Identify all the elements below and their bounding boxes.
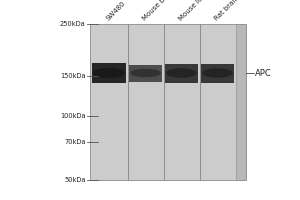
Bar xyxy=(165,64,198,82)
Text: APC: APC xyxy=(255,68,272,77)
Bar xyxy=(200,24,236,180)
Text: 50kDa: 50kDa xyxy=(64,177,86,183)
Ellipse shape xyxy=(93,68,125,78)
Bar xyxy=(128,24,164,180)
Text: 70kDa: 70kDa xyxy=(64,139,86,145)
Text: Mouse brain: Mouse brain xyxy=(141,0,176,22)
Ellipse shape xyxy=(202,68,233,78)
Bar xyxy=(92,63,126,83)
Bar xyxy=(164,24,200,180)
Bar xyxy=(201,64,234,82)
Text: 150kDa: 150kDa xyxy=(60,73,85,79)
Text: SW480: SW480 xyxy=(104,0,126,22)
Text: 100kDa: 100kDa xyxy=(60,113,85,119)
Text: Mouse lung: Mouse lung xyxy=(177,0,210,22)
Bar xyxy=(90,24,246,180)
Bar xyxy=(129,64,162,82)
Text: Rat brain: Rat brain xyxy=(213,0,240,22)
Text: 250kDa: 250kDa xyxy=(60,21,86,27)
Ellipse shape xyxy=(130,69,161,77)
Ellipse shape xyxy=(166,68,197,78)
Bar xyxy=(90,24,128,180)
